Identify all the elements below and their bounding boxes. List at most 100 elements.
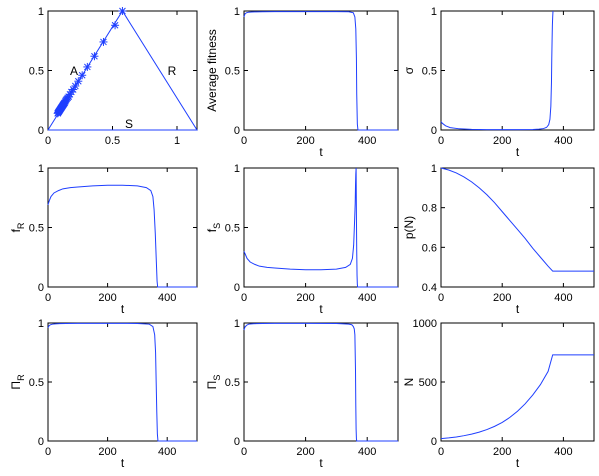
x-tick-label: 0: [45, 446, 51, 458]
y-tick-label: 0.5: [225, 377, 240, 389]
data-point: [83, 62, 92, 71]
x-tick-label: 0: [438, 292, 444, 304]
y-tick-label: 500: [419, 377, 437, 389]
y-tick-label: 0.5: [29, 377, 44, 389]
data-point: [71, 81, 80, 90]
x-axis-label: t: [121, 456, 125, 470]
series-line-1: [440, 10, 554, 131]
subplot-4: 0 200 400 0 0.5 1 t fR: [9, 163, 198, 316]
y-tick-label: 1: [38, 318, 44, 330]
subplot-2: 0 200 400 0 0.5 1 t Average fitness: [205, 6, 399, 159]
x-tick-label: 0: [438, 135, 444, 147]
y-axis-label-subscript: S: [212, 375, 222, 381]
y-axis-label: N: [402, 378, 416, 387]
y-tick-label: 1: [431, 163, 437, 175]
y-axis-label-main: f: [205, 228, 219, 232]
y-axis-label-subscript: R: [16, 222, 26, 229]
x-tick-label: 0: [45, 135, 51, 147]
subplot-6: 0 200 400 0.4 0.6 0.8 1 t p(N): [402, 163, 595, 316]
annotation-s: S: [125, 117, 133, 131]
y-axis-label: ΠS: [205, 375, 222, 390]
y-axis-label-main: Average fitness: [205, 29, 219, 112]
marker-stroke: [78, 71, 86, 79]
axes-frame: [243, 167, 399, 288]
subplot-5: 0 200 400 0 0.5 1 t fS: [205, 163, 399, 316]
axes-frame: [440, 322, 595, 442]
marker-stroke: [83, 63, 91, 71]
x-tick-label: 400: [158, 446, 176, 458]
marker-stroke: [74, 77, 82, 85]
y-tick-label: 0.5: [29, 223, 44, 235]
y-tick-label: 0: [234, 436, 240, 448]
asterisk-markers: [53, 7, 127, 118]
data-point: [90, 52, 99, 61]
y-axis-label: Average fitness: [205, 29, 219, 112]
y-tick-label: 1: [38, 6, 44, 18]
y-tick-label: 1: [234, 6, 240, 18]
axes-frame: [47, 167, 198, 288]
x-tick-label: 400: [358, 446, 376, 458]
axes-frame: [47, 322, 198, 442]
axes-frame: [243, 10, 399, 131]
y-tick-label: 0.5: [29, 66, 44, 78]
x-tick-label: 400: [158, 292, 176, 304]
series-line-1: [243, 11, 398, 131]
x-tick-label: 200: [98, 446, 116, 458]
y-axis-label-main: N: [402, 378, 416, 387]
x-tick-label: 400: [358, 135, 376, 147]
y-axis-label: p(N): [402, 216, 416, 239]
y-axis-label: fS: [205, 223, 222, 232]
marker-stroke: [119, 7, 126, 15]
x-tick-label: 0: [438, 446, 444, 458]
y-tick-label: 0: [38, 125, 44, 137]
y-axis-label: ΠR: [9, 374, 26, 390]
y-axis-label-subscript: R: [16, 374, 26, 381]
axes-frame: [440, 10, 595, 131]
x-tick-label: 400: [554, 292, 572, 304]
y-axis-label: fR: [9, 222, 26, 232]
axes-frame: [440, 167, 595, 288]
data-point: [74, 77, 83, 86]
x-tick-label: 200: [493, 446, 511, 458]
y-axis-label: σ: [402, 66, 416, 74]
data-point: [118, 7, 127, 15]
subplot-3: 0 200 400 0 0.5 1 t σ: [402, 6, 595, 159]
x-axis-label: t: [516, 456, 520, 470]
x-axis-label: t: [121, 302, 125, 316]
y-tick-label: 1: [431, 6, 437, 18]
series-line-1: [47, 184, 197, 288]
annotation-a: A: [70, 64, 78, 78]
x-tick-label: 200: [493, 292, 511, 304]
y-tick-label: 1: [234, 163, 240, 175]
y-tick-label: 0: [234, 282, 240, 294]
x-tick-label: 400: [554, 446, 572, 458]
subplot-8: 0 200 400 0 0.5 1 t ΠS: [205, 318, 399, 470]
y-tick-label: 0.5: [225, 66, 240, 78]
axes-frame: [243, 322, 399, 442]
x-tick-label: 0: [241, 292, 247, 304]
x-tick-label: 0: [241, 446, 247, 458]
series-line-1: [440, 354, 594, 440]
x-tick-label: 0: [241, 135, 247, 147]
y-tick-label: 0.6: [422, 242, 437, 254]
subplot-7: 0 200 400 0 0.5 1 t ΠR: [9, 318, 198, 470]
data-point: [78, 71, 87, 80]
series-line-1: [440, 167, 594, 272]
y-tick-label: 0: [38, 436, 44, 448]
subplot-1: 0 0.5 1 0 0.5 1 A R S: [29, 6, 198, 147]
y-axis-label-main: p(N): [402, 216, 416, 239]
marker-stroke: [100, 38, 107, 46]
data-point: [99, 37, 108, 46]
marker-stroke: [91, 52, 98, 60]
y-tick-label: 1: [234, 318, 240, 330]
x-tick-label: 200: [493, 135, 511, 147]
data-point: [111, 21, 120, 30]
x-tick-label: 1: [174, 135, 180, 147]
x-tick-label: 400: [554, 135, 572, 147]
y-tick-label: 1000: [413, 318, 437, 330]
x-tick-label: 200: [296, 135, 314, 147]
subplot-9: 0 200 400 0 500 1000 t N: [402, 318, 595, 470]
series-line-1: [47, 322, 197, 442]
series-line-1: [47, 10, 198, 131]
